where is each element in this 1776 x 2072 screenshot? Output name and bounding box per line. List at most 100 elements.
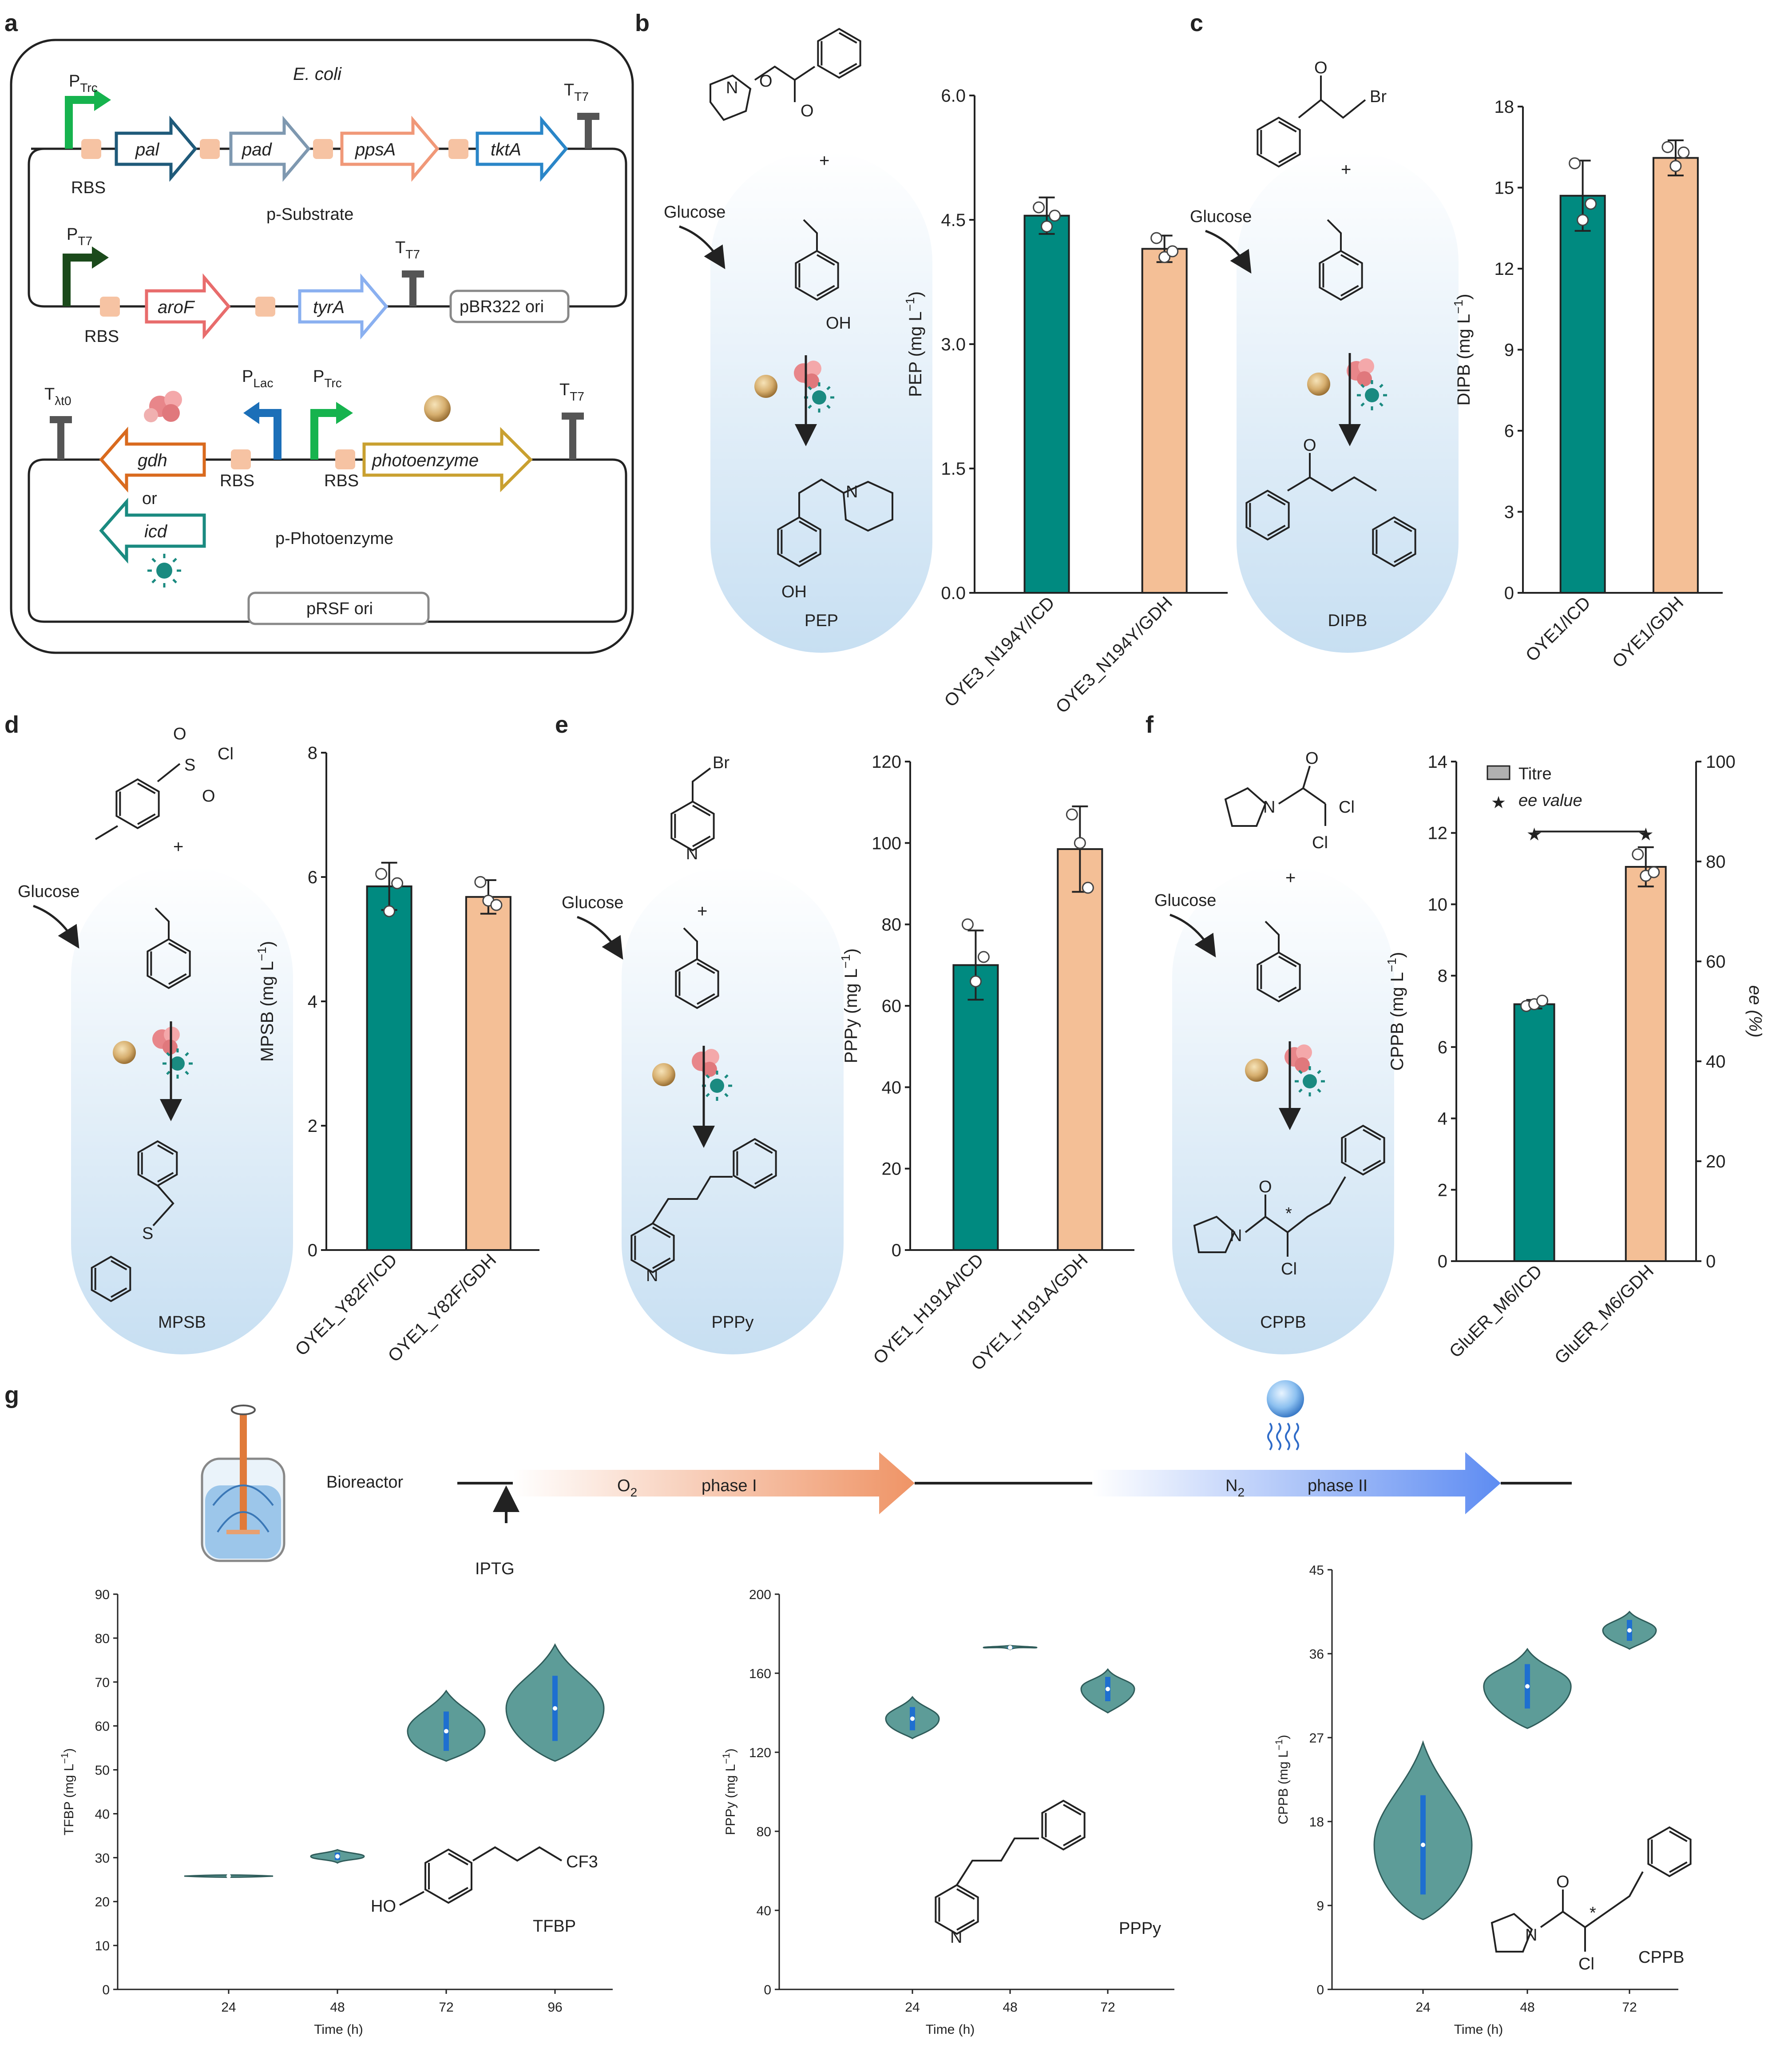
ylabel-close: ) [62, 1748, 76, 1753]
atom-N: N [1230, 1227, 1242, 1245]
gene-icd-label: icd [144, 522, 168, 541]
data-point [1662, 142, 1673, 152]
glucose-arrow [33, 906, 73, 939]
atom-Cl: Cl [1578, 1955, 1594, 1973]
panel-label-c: c [1190, 10, 1203, 36]
terminator-t7-2-label: TT7 [395, 238, 420, 261]
y-tick-label: 3.0 [941, 335, 966, 354]
violin-median [1106, 1687, 1110, 1691]
ylabel-text: PEP (mg L [906, 311, 925, 397]
x-axis-label: Time (h) [1454, 2022, 1503, 2037]
x-tick-label: OYE1_H191A/GDH [967, 1250, 1092, 1374]
or-label: or [142, 489, 157, 508]
y-tick-label: 1.5 [941, 459, 966, 479]
y-tick-label: 8 [308, 743, 317, 763]
core [812, 390, 826, 405]
y-tick-label: 10 [95, 1939, 110, 1953]
atom-N: N [950, 1928, 962, 1947]
panel-label-g: g [4, 1382, 19, 1409]
data-point [1066, 809, 1077, 820]
y-tick-label: 4 [1438, 1109, 1447, 1129]
ylabel-close: ) [1276, 1735, 1291, 1739]
plus-sign: + [697, 901, 707, 921]
photoenzyme-icon [1245, 1059, 1268, 1082]
photoenzyme-icon [113, 1041, 136, 1064]
legend-titre-swatch [1487, 766, 1510, 779]
x-tick-label: OYE3_N194Y/ICD [941, 593, 1058, 711]
y-tick-label: 18 [1309, 1815, 1324, 1830]
bar-chart-f: 02468101214CPPB (mg L−1)GluER_M6/ICD GluE… [1385, 752, 1765, 1368]
y-tick-label: 70 [95, 1675, 110, 1690]
atom-O: O [1259, 1178, 1272, 1196]
promoter-lac-label: PLac [242, 367, 274, 390]
y-tick-label: 4 [308, 992, 317, 1012]
atom-O: O [801, 102, 814, 120]
ori-pbr322-label: pBR322 ori [460, 298, 544, 316]
violin-median [335, 1854, 340, 1858]
promoter-lac [258, 413, 278, 460]
x-tick-label: 48 [1520, 2000, 1534, 2015]
legend-ee-star: ★ [1491, 794, 1506, 812]
structure-cppb: ONCl*CPPB [1492, 1827, 1691, 1973]
y-tick-label: 100 [872, 834, 901, 853]
data-point [1050, 210, 1060, 221]
ylabel-close: ) [906, 291, 925, 297]
ylabel-exponent: −1 [1273, 1739, 1284, 1750]
bioreactor-label: Bioreactor [326, 1473, 404, 1492]
y-tick-label: 0.0 [941, 583, 966, 603]
terminator-t7-1 [577, 116, 599, 149]
y-tick-label: 30 [95, 1851, 110, 1866]
promoter-trc-2-head [336, 402, 353, 424]
plus-sign: + [173, 837, 183, 857]
plasmid2-name: p-Photoenzyme [275, 529, 393, 548]
atom-Br: Br [1370, 87, 1387, 106]
structure-tfbp: HOCF3TFBP [371, 1847, 598, 1936]
atom-N: N [846, 483, 858, 501]
violin-median [1008, 1645, 1012, 1650]
ylabel-exponent: −1 [255, 947, 269, 961]
violin-median [553, 1706, 557, 1711]
phase2-arrow [1092, 1452, 1501, 1514]
atom-N: N [646, 1266, 658, 1285]
panel-label-f: f [1146, 711, 1154, 738]
blob [1295, 1057, 1310, 1072]
ylabel-exponent: −1 [1385, 958, 1399, 972]
y-tick-label: 12 [1495, 259, 1514, 279]
pyrrolidine-ring [1225, 788, 1265, 826]
photoenzyme-icon [1307, 373, 1330, 396]
gene-gdh-label: gdh [138, 451, 167, 470]
violin-median [910, 1716, 915, 1721]
y-tick-label: 120 [872, 752, 901, 772]
ylabel-exponent: −1 [721, 1753, 732, 1764]
photoenzyme-icon [652, 1063, 675, 1086]
bar-chart-c: 0369121518DIPB (mg L−1)OYE1/ICD OYE1/GDH [1451, 97, 1723, 672]
ylabel-text: MPSB (mg L [258, 961, 277, 1062]
data-point [978, 952, 989, 962]
data-point [1678, 147, 1689, 158]
gene-photoenzyme-label: photoenzyme [372, 451, 479, 470]
rbs-label: RBS [71, 179, 106, 197]
photoenzyme-icon [754, 375, 777, 398]
enzyme-gdh-icon [144, 391, 182, 422]
data-point [1167, 246, 1178, 257]
y-tick-label: 160 [749, 1667, 771, 1681]
benzene-ring [1042, 1801, 1084, 1850]
y-tick-label: 6 [308, 868, 317, 887]
y-tick-label: 36 [1309, 1647, 1324, 1662]
y-tick-label: 2 [1438, 1180, 1447, 1200]
y2-tick-label: 20 [1706, 1152, 1726, 1171]
y-tick-label: 0 [102, 1983, 110, 1997]
host-label: E. coli [293, 64, 342, 84]
x-tick-label: 48 [1003, 2000, 1017, 2015]
plus-sign: + [819, 151, 829, 171]
product-label: CPPB [1260, 1313, 1306, 1332]
y-tick-label: 80 [882, 915, 902, 935]
bar [367, 886, 412, 1250]
data-point [475, 877, 486, 887]
y-tick-label: 6 [1504, 421, 1514, 441]
y-tick-label: 120 [749, 1746, 771, 1760]
atom-N: N [1263, 798, 1275, 817]
y-tick-label: 9 [1504, 341, 1514, 360]
y-axis-label: PPPy (mg L−1) [839, 949, 861, 1064]
benzene-double-bonds [821, 33, 856, 74]
